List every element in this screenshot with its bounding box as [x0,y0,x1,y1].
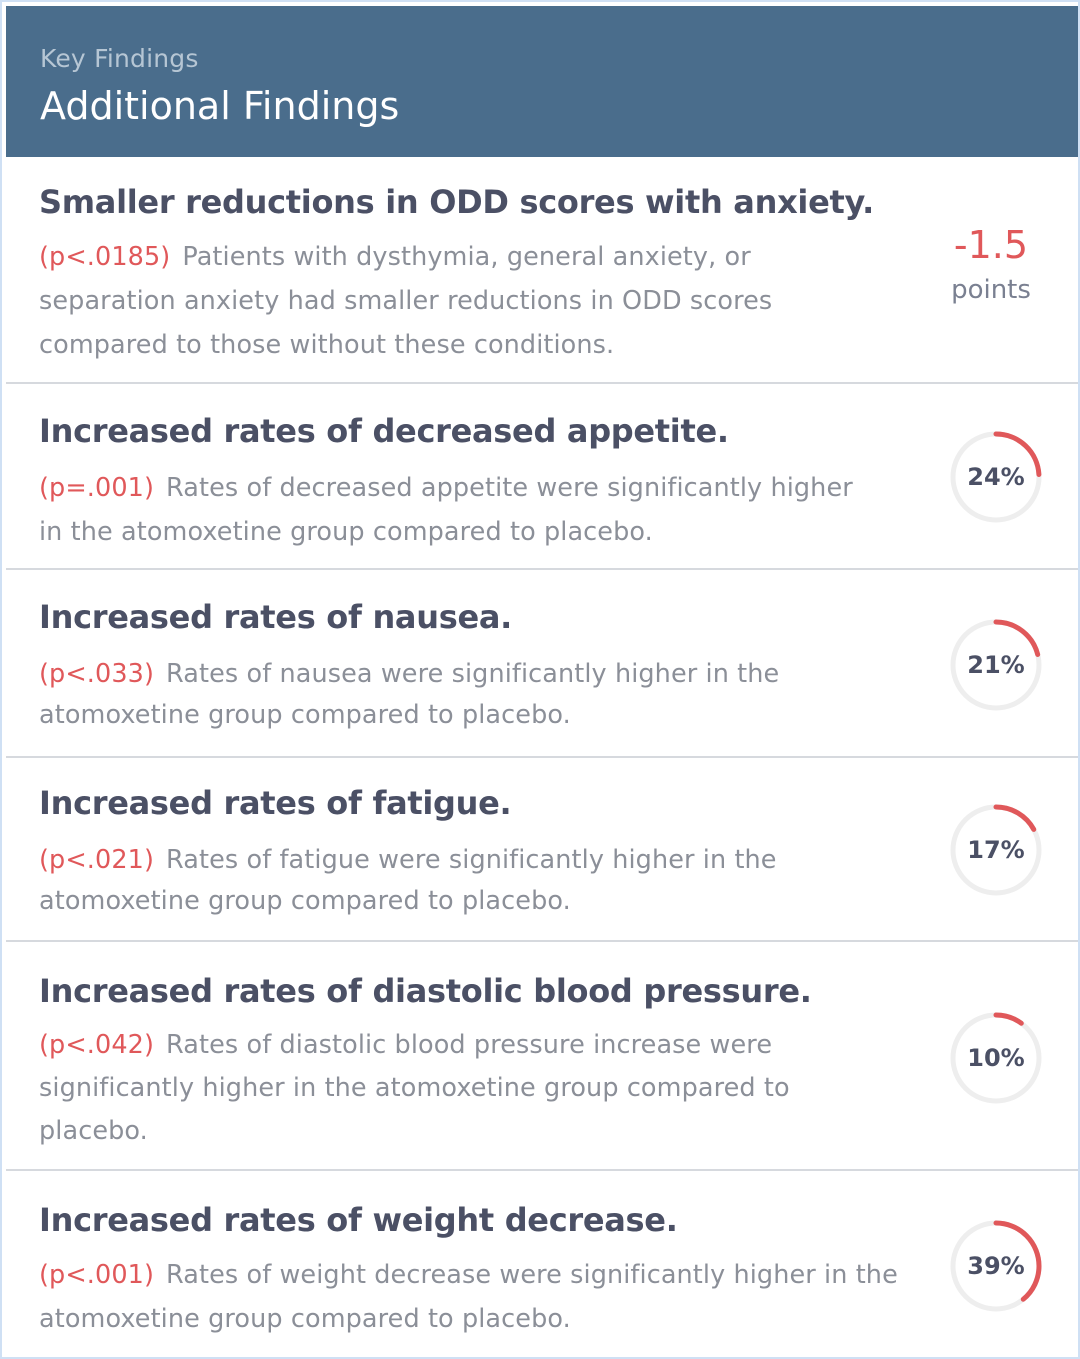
metric-unit: points [951,275,1031,305]
p-value: (p<.001) [39,1260,155,1290]
percent-label: 24% [967,463,1025,491]
percent-label: 10% [967,1044,1025,1072]
finding-title: Increased rates of weight decrease. [39,1201,678,1239]
finding-row-anxiety: Smaller reductions in ODD scores with an… [6,157,1078,384]
finding-text: Patients with dysthymia, general anxiety… [39,242,773,360]
p-value: (p<.021) [39,845,155,875]
finding-title: Increased rates of diastolic blood press… [39,972,812,1010]
finding-description: (p=.001) Rates of decreased appetite were… [39,466,859,554]
section-eyebrow: Key Findings [40,44,199,73]
finding-text: Rates of decreased appetite were signifi… [39,473,853,547]
percent-label: 21% [967,651,1025,679]
p-value: (p<.0185) [39,242,171,272]
finding-title: Increased rates of fatigue. [39,784,512,822]
percent-ring: 10% [948,1010,1044,1106]
finding-text: Rates of diastolic blood pressure increa… [39,1030,790,1146]
ring-chart [950,804,1042,896]
percent-ring: 21% [948,617,1044,713]
metric-display: -1.5 points [936,223,1046,305]
finding-title: Increased rates of nausea. [39,598,512,636]
ring-progress-arc [950,1012,1042,1104]
finding-row-blood-pressure: Increased rates of diastolic blood press… [6,940,1078,1172]
ring-chart [950,619,1042,711]
percent-label: 17% [967,836,1025,864]
finding-row-appetite: Increased rates of decreased appetite. (… [6,382,1078,570]
finding-text: Rates of fatigue were significantly high… [39,845,777,916]
finding-text: Rates of nausea were significantly highe… [39,659,780,730]
p-value: (p=.001) [39,473,155,503]
finding-description: (p<.021) Rates of fatigue were significan… [39,840,859,922]
finding-description: (p<.042) Rates of diastolic blood pressur… [39,1024,879,1153]
p-value: (p<.042) [39,1030,155,1060]
card-header: Key Findings Additional Findings [6,6,1078,157]
finding-row-fatigue: Increased rates of fatigue. (p<.021) Rate… [6,756,1078,944]
metric-value: -1.5 [953,223,1029,267]
ring-chart [950,1012,1042,1104]
finding-description: (p<.033) Rates of nausea were significant… [39,654,859,736]
percent-label: 39% [967,1252,1025,1280]
percent-ring: 17% [948,802,1044,898]
finding-title: Smaller reductions in ODD scores with an… [39,183,874,221]
section-title: Additional Findings [40,84,400,128]
percent-ring: 39% [948,1218,1044,1314]
ring-chart [950,431,1042,523]
finding-row-nausea: Increased rates of nausea. (p<.033) Rates… [6,568,1078,758]
ring-progress-arc [950,619,1042,711]
finding-description: (p<.001) Rates of weight decrease were si… [39,1253,909,1341]
ring-chart [950,1220,1042,1312]
finding-row-weight: Increased rates of weight decrease. (p<.… [6,1169,1078,1357]
ring-progress-arc [950,1220,1042,1312]
percent-ring: 24% [948,429,1044,525]
finding-description: (p<.0185) Patients with dysthymia, genera… [39,235,859,367]
p-value: (p<.033) [39,659,155,689]
finding-title: Increased rates of decreased appetite. [39,412,729,450]
ring-progress-arc [950,431,1042,523]
finding-text: Rates of weight decrease were significan… [39,1260,898,1334]
ring-progress-arc [950,804,1042,896]
